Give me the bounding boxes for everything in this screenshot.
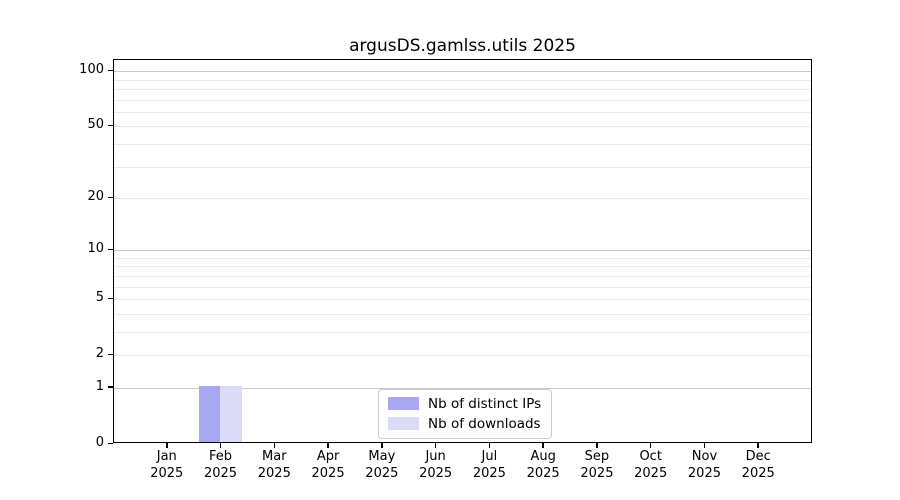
- x-tick-mark: [703, 443, 706, 448]
- y-tick-mark: [108, 248, 113, 251]
- gridline-minor: [114, 198, 811, 199]
- gridline-minor: [114, 88, 811, 90]
- legend-row-downloads: Nb of downloads: [388, 415, 541, 432]
- x-tick-label: Oct 2025: [623, 448, 679, 482]
- bar-downloads: [220, 386, 242, 443]
- y-tick-mark: [108, 442, 113, 444]
- gridline-minor: [114, 111, 811, 113]
- x-tick-mark: [542, 443, 544, 448]
- x-tick-year: 2025: [365, 466, 399, 481]
- y-tick-label: 1: [95, 378, 104, 394]
- x-tick-mark: [596, 443, 598, 448]
- gridline-major: [114, 387, 811, 389]
- x-tick-year: 2025: [580, 466, 614, 481]
- gridline-minor: [114, 126, 811, 128]
- plot-area: [113, 59, 812, 443]
- x-tick-year: 2025: [526, 466, 560, 481]
- gridline-minor: [114, 286, 811, 288]
- x-tick-mark: [381, 443, 383, 448]
- y-tick-label: 100: [79, 62, 104, 78]
- x-tick-year: 2025: [419, 466, 453, 481]
- x-tick-mark: [757, 443, 759, 448]
- x-tick-year: 2025: [150, 466, 184, 481]
- x-tick-label: Dec 2025: [730, 448, 786, 482]
- x-tick-year: 2025: [687, 466, 721, 481]
- y-tick-mark: [108, 196, 113, 198]
- gridline-minor: [114, 355, 811, 357]
- y-tick-mark: [108, 69, 113, 72]
- legend-label-downloads: Nb of downloads: [428, 415, 541, 432]
- x-tick-label: Apr 2025: [300, 448, 356, 482]
- legend-swatch-downloads: [388, 417, 419, 430]
- y-tick-mark: [108, 353, 113, 356]
- gridline-minor: [114, 257, 811, 259]
- chart-title: argusDS.gamlss.utils 2025: [349, 36, 576, 56]
- y-tick-mark: [108, 386, 113, 388]
- x-tick-label: May 2025: [354, 448, 410, 482]
- gridline-minor: [114, 331, 811, 333]
- y-tick-label: 0: [95, 435, 104, 450]
- x-tick-label: Mar 2025: [246, 448, 302, 482]
- gridline-minor: [114, 299, 811, 301]
- gridline-minor: [114, 313, 811, 315]
- x-tick-mark: [166, 443, 168, 448]
- x-tick-year: 2025: [634, 466, 668, 481]
- y-tick-label: 10: [87, 241, 104, 257]
- y-tick-label: 20: [87, 189, 104, 204]
- x-tick-mark: [649, 443, 652, 448]
- x-tick-label: Nov 2025: [676, 448, 732, 482]
- x-tick-year: 2025: [472, 466, 506, 481]
- y-tick-label: 50: [87, 117, 104, 133]
- x-tick-label: Jan 2025: [139, 448, 195, 482]
- y-tick-label: 5: [95, 290, 104, 306]
- x-tick-year: 2025: [741, 466, 775, 481]
- x-tick-label: Jul 2025: [461, 448, 517, 482]
- legend-swatch-distinct-ips: [388, 397, 419, 410]
- legend-label-distinct-ips: Nb of distinct IPs: [428, 395, 542, 412]
- x-tick-mark: [488, 443, 491, 448]
- bar-distinct-ips: [198, 386, 221, 443]
- x-tick-label: Feb 2025: [193, 448, 249, 482]
- y-tick-mark: [108, 124, 113, 127]
- gridline-minor: [114, 266, 811, 268]
- x-tick-label: Sep 2025: [569, 448, 625, 482]
- x-tick-mark: [327, 443, 329, 448]
- gridline-minor: [114, 79, 811, 81]
- y-tick-label: 2: [95, 346, 104, 362]
- x-tick-mark: [219, 443, 222, 448]
- y-tick-mark: [108, 297, 113, 300]
- x-tick-year: 2025: [203, 466, 238, 481]
- gridline-major: [114, 71, 811, 73]
- gridline-minor: [114, 143, 811, 145]
- legend: Nb of distinct IPs Nb of downloads: [378, 389, 553, 439]
- legend-row-distinct-ips: Nb of distinct IPs: [388, 395, 541, 412]
- gridline-minor: [114, 166, 811, 168]
- gridline-major: [114, 250, 811, 252]
- x-tick-label: Aug 2025: [515, 448, 571, 482]
- x-tick-label: Jun 2025: [408, 448, 464, 482]
- x-tick-year: 2025: [311, 466, 345, 481]
- x-tick-mark: [434, 443, 437, 448]
- x-tick-mark: [273, 443, 276, 448]
- gridline-minor: [114, 275, 811, 277]
- gridline-minor: [114, 99, 811, 101]
- x-tick-year: 2025: [257, 466, 291, 481]
